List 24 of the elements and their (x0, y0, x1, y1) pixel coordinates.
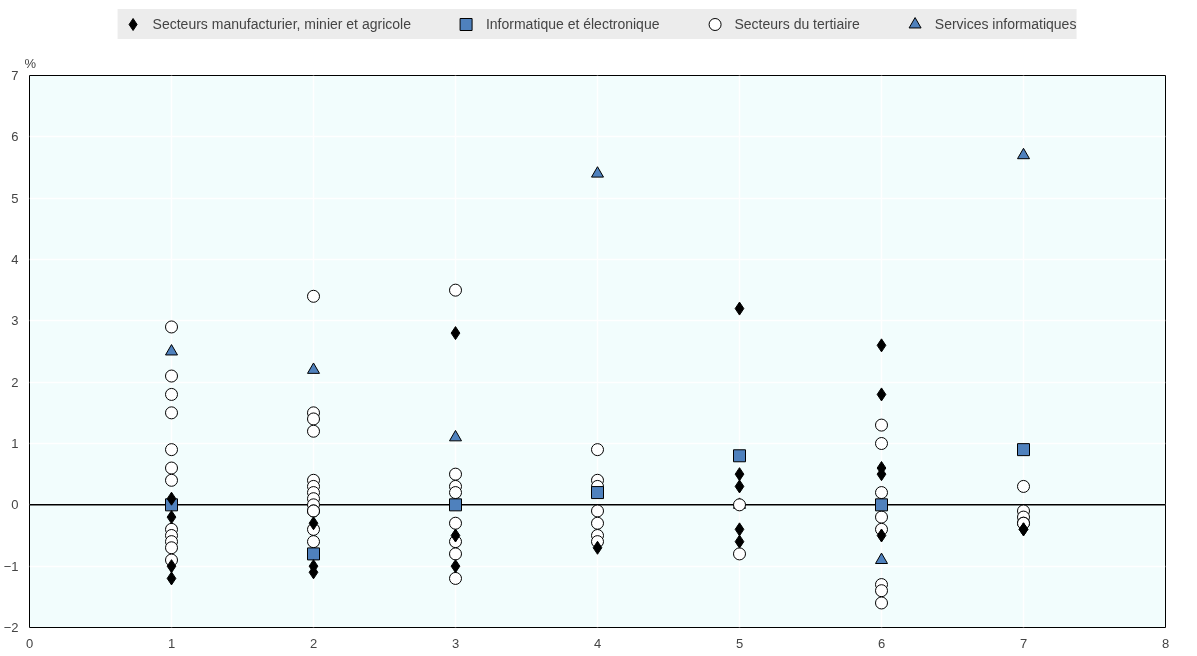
y-tick-label: 2 (11, 374, 19, 390)
legend-label: Secteurs du tertiaire (734, 16, 860, 32)
y-tick-label: 7 (11, 68, 19, 83)
x-tick-label: 0 (25, 635, 34, 651)
x-tick-label: 4 (593, 635, 602, 651)
x-tick-label: 5 (735, 635, 744, 651)
x-tick-label: 1 (167, 635, 176, 651)
legend-label: Services informatiques (934, 16, 1077, 32)
y-tick-label: 0 (11, 497, 19, 513)
x-tick-label: 2 (309, 635, 318, 651)
legend-label: Secteurs manufacturier, minier et agricole (152, 16, 411, 32)
y-axis-title: % (24, 55, 37, 71)
legend-label: Informatique et électronique (485, 16, 660, 32)
y-tick-label: 3 (11, 313, 19, 329)
y-tick-label: 4 (11, 252, 19, 267)
y-tick-label: 6 (11, 129, 19, 145)
x-tick-label: 3 (451, 635, 460, 651)
x-tick-label: 8 (1161, 635, 1170, 651)
y-tick-label: 5 (11, 190, 19, 206)
y-tick-label: −2 (3, 620, 19, 635)
y-tick-label: −1 (3, 558, 19, 574)
x-tick-label: 7 (1019, 635, 1028, 651)
x-tick-label: 6 (877, 635, 886, 651)
y-tick-label: 1 (11, 436, 19, 451)
